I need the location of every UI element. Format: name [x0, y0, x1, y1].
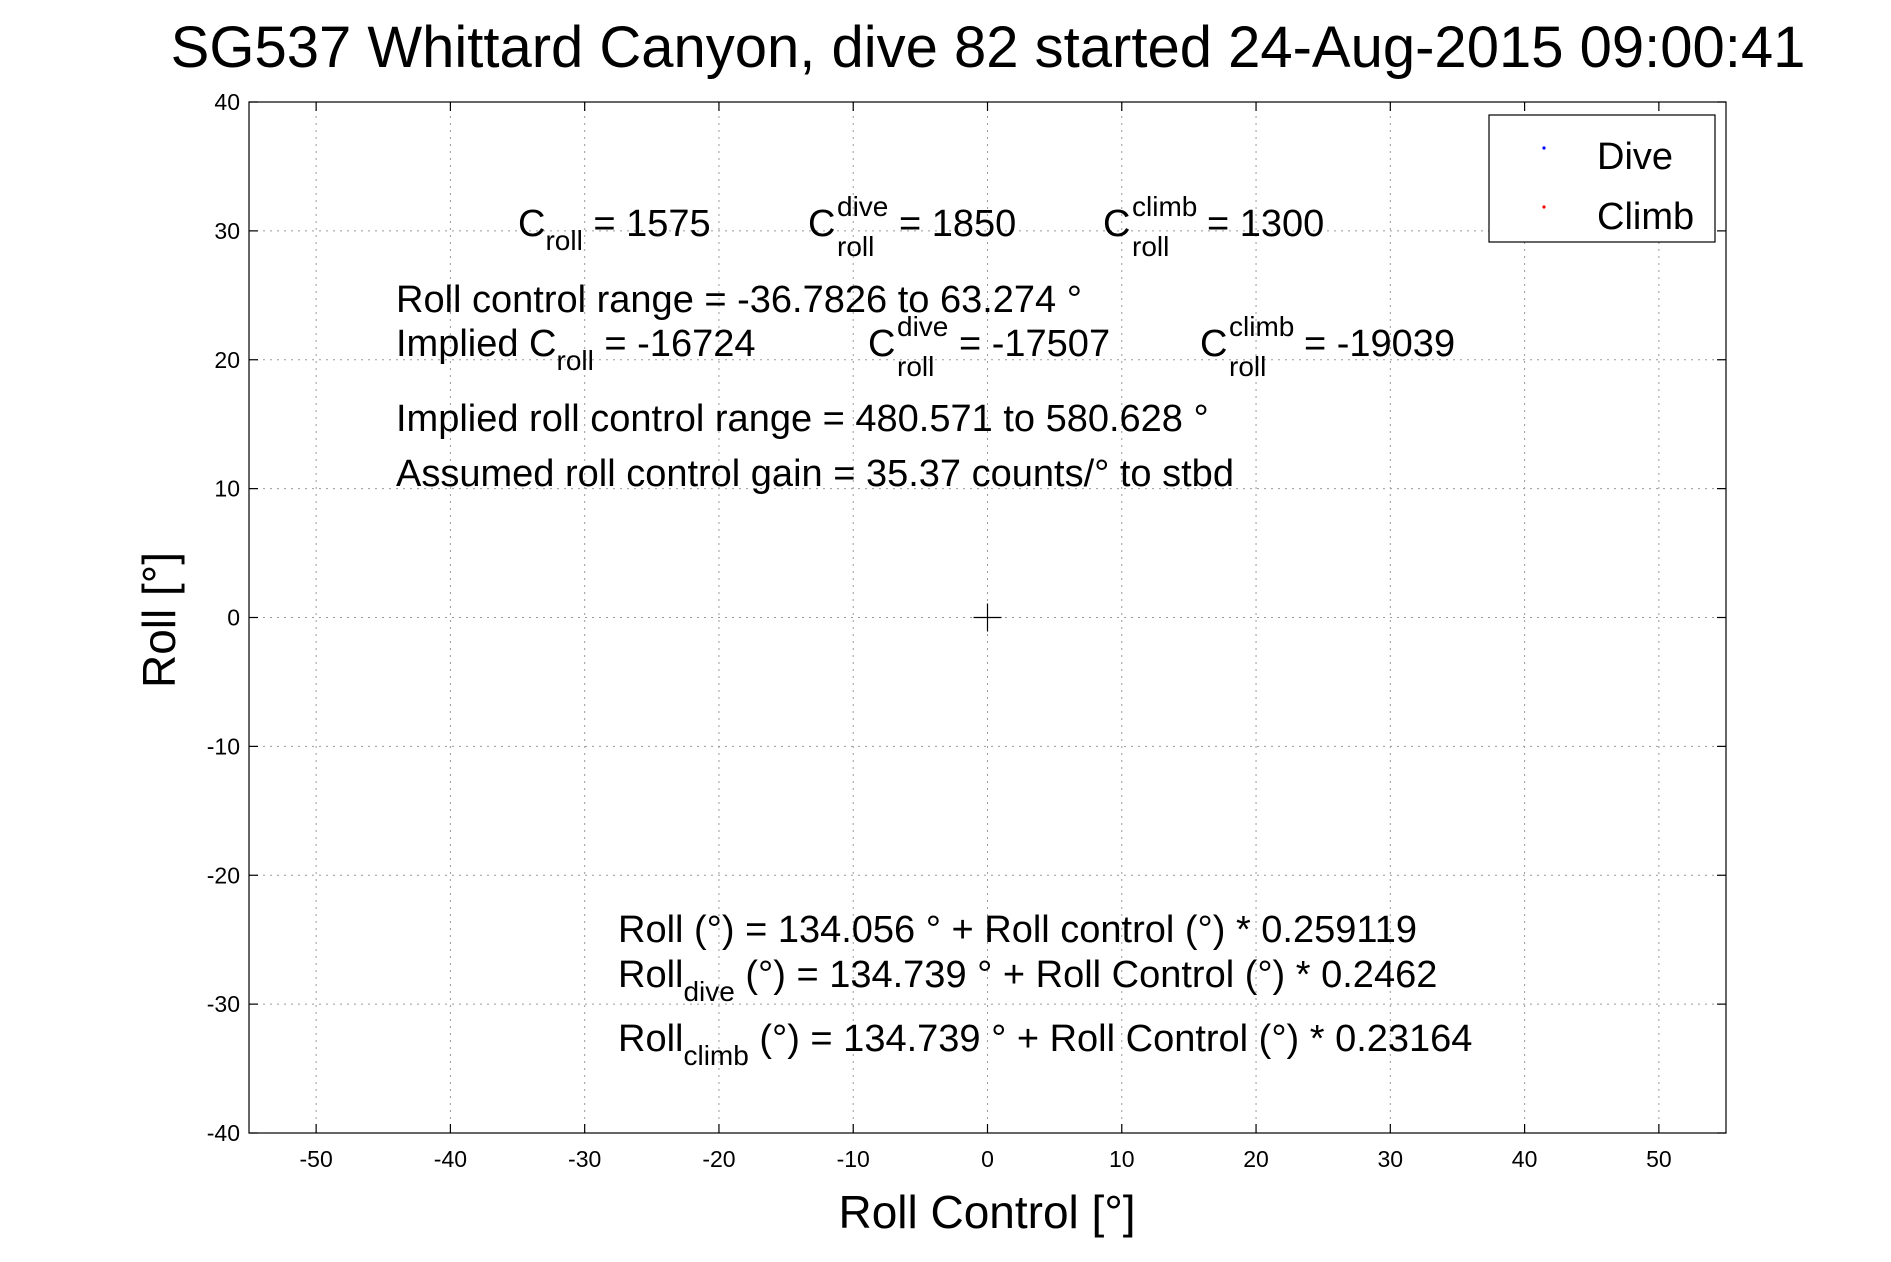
fit-roll-dive-base: Roll [618, 954, 683, 996]
c-roll-value: = 1575 [583, 203, 711, 245]
c-roll-climb-sub: roll [1132, 231, 1169, 262]
legend-marker-dive [1542, 146, 1546, 150]
fit-roll-climb-sub: climb [683, 1040, 748, 1071]
annotation-assumed-gain: Assumed roll control gain = 35.37 counts… [396, 453, 1234, 495]
x-tick-label: 50 [1646, 1146, 1672, 1172]
plot-frame [248, 101, 1727, 1134]
fit-roll-dive-value: (°) = 134.739 ° + Roll Control (°) * 0.2… [735, 954, 1438, 996]
x-tick-label: 10 [1109, 1146, 1135, 1172]
annotation-roll-control-range: Roll control range = -36.7826 to 63.274 … [396, 279, 1082, 321]
legend-box [1488, 114, 1716, 243]
implied-c-roll-prefix: Implied C [396, 323, 557, 365]
x-tick-label: -20 [702, 1146, 735, 1172]
c-roll-climb-sup: climb [1132, 191, 1197, 222]
implied-c-roll-climb-sup: climb [1229, 311, 1294, 342]
x-tick-label: -50 [300, 1146, 333, 1172]
annotation-c-roll-dive: C dive roll = 1850 [808, 191, 1016, 262]
annotation-implied-c-roll-dive: C dive roll = -17507 [868, 311, 1110, 382]
svg-text:Implied Croll = -16724: Implied Croll = -16724 [396, 323, 755, 376]
y-tick-label: 0 [227, 605, 240, 631]
x-tick-label: -10 [837, 1146, 870, 1172]
implied-c-roll-dive-sub: roll [897, 351, 934, 382]
implied-c-roll-climb-sub: roll [1229, 351, 1266, 382]
legend-label-dive: Dive [1597, 136, 1673, 178]
x-axis-label: Roll Control [°] [838, 1186, 1135, 1238]
legend-marker-climb [1542, 205, 1546, 209]
implied-c-roll-climb-base: C [1200, 323, 1227, 365]
fit-roll-dive-sub: dive [683, 976, 734, 1007]
x-tick-label: -30 [568, 1146, 601, 1172]
annotation-fit-roll-climb: Rollclimb (°) = 134.739 ° + Roll Control… [618, 1018, 1472, 1071]
annotation-fit-roll-dive: Rolldive (°) = 134.739 ° + Roll Control … [618, 954, 1437, 1007]
y-tick-label: 30 [214, 218, 240, 244]
annotation-implied-c-roll: Implied Croll = -16724 [396, 323, 755, 376]
y-tick-label: -40 [207, 1120, 240, 1146]
annotation-fit-roll: Roll (°) = 134.056 ° + Roll control (°) … [618, 909, 1417, 951]
legend-label-climb: Climb [1597, 196, 1694, 238]
x-tick-label: 30 [1378, 1146, 1404, 1172]
implied-c-roll-dive-base: C [868, 323, 895, 365]
annotation-implied-roll-control-range: Implied roll control range = 480.571 to … [396, 398, 1209, 440]
c-roll-dive-sup: dive [837, 191, 888, 222]
c-roll-dive-base: C [808, 203, 835, 245]
legend: Dive Climb [1488, 114, 1716, 243]
c-roll-base: C [518, 203, 545, 245]
annotation-c-roll: Croll = 1575 [518, 203, 711, 256]
x-tick-label: 40 [1512, 1146, 1538, 1172]
fit-roll-climb-base: Roll [618, 1018, 683, 1060]
c-roll-climb-base: C [1103, 203, 1130, 245]
implied-c-roll-sub: roll [557, 345, 594, 376]
svg-text:Rolldive (°) = 134.739 ° + Rol: Rolldive (°) = 134.739 ° + Roll Control … [618, 954, 1437, 1007]
y-tick-label: 40 [214, 89, 240, 115]
implied-c-roll-climb-value: = -19039 [1304, 323, 1455, 365]
y-tick-label: -30 [207, 991, 240, 1017]
x-tick-label: -40 [434, 1146, 467, 1172]
data-marks [973, 603, 1002, 632]
y-tick-label: 10 [214, 476, 240, 502]
implied-c-roll-dive-value: = -17507 [959, 323, 1110, 365]
y-tick-label: 20 [214, 347, 240, 373]
annotation-c-roll-climb: C climb roll = 1300 [1103, 191, 1324, 262]
implied-c-roll-dive-sup: dive [897, 311, 948, 342]
implied-c-roll-value: = -16724 [594, 323, 756, 365]
c-roll-climb-value: = 1300 [1207, 203, 1324, 245]
chart-title: SG537 Whittard Canyon, dive 82 started 2… [171, 15, 1806, 80]
y-tick-label: -20 [207, 862, 240, 888]
x-tick-label: 20 [1243, 1146, 1269, 1172]
c-roll-dive-sub: roll [837, 231, 874, 262]
x-tick-labels: -50 -40 -30 -20 -10 0 10 20 30 40 50 [300, 1146, 1672, 1172]
c-roll-sub: roll [545, 225, 582, 256]
fit-roll-climb-value: (°) = 134.739 ° + Roll Control (°) * 0.2… [749, 1018, 1473, 1060]
center-plus-marker [973, 603, 1002, 632]
c-roll-dive-value: = 1850 [899, 203, 1016, 245]
y-tick-labels: -40 -30 -20 -10 0 10 20 30 40 [207, 89, 240, 1146]
annotation-implied-c-roll-climb: C climb roll = -19039 [1200, 311, 1455, 382]
y-axis-label: Roll [°] [133, 552, 185, 688]
svg-text:Rollclimb (°) = 134.739 ° + Ro: Rollclimb (°) = 134.739 ° + Roll Control… [618, 1018, 1472, 1071]
svg-text:Croll = 1575: Croll = 1575 [518, 203, 711, 256]
y-tick-label: -10 [207, 733, 240, 759]
x-tick-label: 0 [981, 1146, 994, 1172]
